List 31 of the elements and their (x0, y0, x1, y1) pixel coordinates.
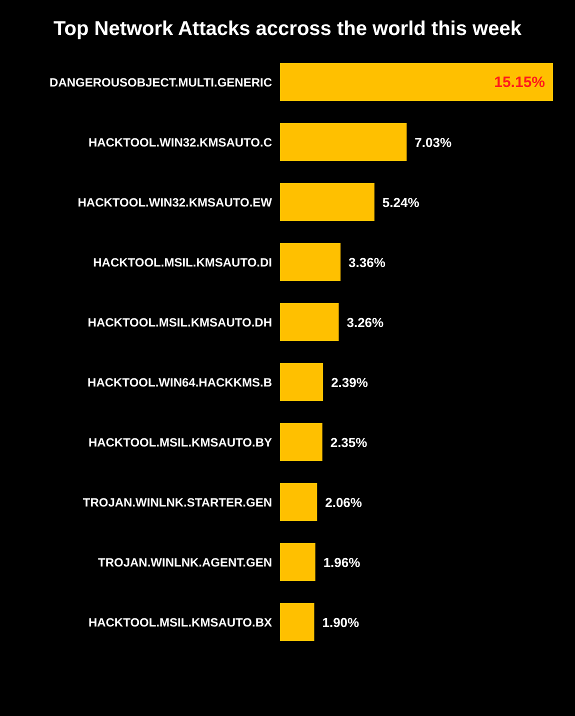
data-label: 3.36% (348, 255, 386, 270)
y-tick-label: TROJAN.WINLNK.AGENT.GEN (98, 555, 272, 570)
bar (280, 183, 374, 221)
data-label: 2.35% (330, 435, 368, 450)
data-label: 7.03% (414, 135, 452, 150)
y-tick-label: HACKTOOL.MSIL.KMSAUTO.BY (88, 435, 272, 450)
data-label: 3.26% (346, 315, 384, 330)
bar (280, 423, 322, 461)
bar (280, 123, 407, 161)
data-label: 2.06% (325, 495, 362, 510)
y-tick-label: HACKTOOL.MSIL.KMSAUTO.DI (93, 255, 272, 270)
y-tick-label: HACKTOOL.MSIL.KMSAUTO.BX (88, 615, 272, 630)
data-label: 2.39% (331, 375, 368, 390)
data-label: 5.24% (382, 195, 420, 210)
data-label: 15.15% (494, 74, 545, 91)
bar (280, 603, 314, 641)
y-tick-label: HACKTOOL.WIN32.KMSAUTO.C (88, 135, 272, 150)
bar (280, 483, 318, 521)
y-tick-label: HACKTOOL.MSIL.KMSAUTO.DH (88, 315, 272, 330)
bar (280, 303, 339, 341)
y-tick-label: TROJAN.WINLNK.STARTER.GEN (82, 495, 272, 510)
chart-title: Top Network Attacks accross the world this week (52, 17, 522, 42)
bar (280, 363, 324, 401)
y-tick-label: DANGEROUSOBJECT.MULTI.GENERIC (50, 75, 272, 90)
bar (280, 543, 316, 581)
bar (280, 63, 553, 101)
data-label: 1.96% (323, 555, 361, 570)
y-tick-label: HACKTOOL.WIN32.KMSAUTO.EW (78, 195, 273, 210)
data-label: 1.90% (322, 615, 360, 630)
bar (280, 243, 341, 281)
y-tick-label: HACKTOOL.WIN64.HACKKMS.B (88, 375, 272, 390)
